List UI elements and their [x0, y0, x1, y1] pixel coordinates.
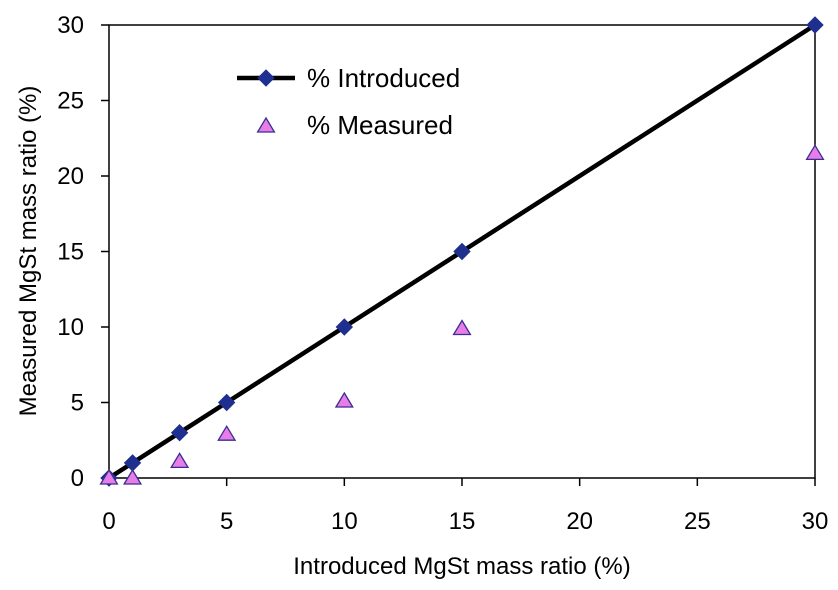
series-measured-point [122, 468, 143, 485]
series-measured-point [99, 468, 119, 485]
y-tick-label: 15 [57, 239, 84, 266]
y-tick-label: 0 [71, 465, 84, 492]
series-layer [99, 16, 825, 487]
series-introduced-point [806, 16, 824, 34]
y-tick-label: 20 [57, 163, 84, 190]
y-tick-label: 30 [57, 12, 84, 39]
legend-measured-marker [256, 116, 276, 133]
series-measured-point [334, 391, 354, 408]
y-axis-label: Measured MgSt mass ratio (%) [15, 86, 42, 417]
y-tick-label: 10 [57, 314, 84, 341]
legend-introduced-marker [257, 69, 275, 87]
series-measured-point [170, 452, 190, 469]
x-tick-label: 0 [102, 508, 115, 535]
series-introduced-point [453, 242, 471, 261]
axis-ticks: 0 5 10 15 20 25 30 0 5 10 15 20 25 30 [57, 12, 828, 535]
x-tick-label: 30 [802, 508, 829, 535]
legend-measured-label: % Measured [307, 110, 453, 140]
x-tick-label: 25 [684, 508, 711, 535]
x-tick-label: 10 [331, 508, 358, 535]
series-introduced-point [335, 318, 354, 336]
x-tick-label: 5 [220, 508, 233, 535]
x-tick-label: 20 [566, 508, 593, 535]
legend-introduced-label: % Introduced [307, 63, 460, 93]
x-axis-label: Introduced MgSt mass ratio (%) [293, 553, 630, 580]
x-tick-label: 15 [449, 508, 476, 535]
legend: % Introduced % Measured [237, 63, 460, 140]
series-introduced-point [217, 393, 236, 412]
y-tick-label: 5 [71, 390, 84, 417]
series-introduced-point [170, 423, 189, 442]
y-tick-label: 25 [57, 88, 84, 115]
series-measured-point [805, 144, 825, 161]
series-measured-point [452, 319, 472, 336]
series-measured-point [217, 424, 237, 441]
